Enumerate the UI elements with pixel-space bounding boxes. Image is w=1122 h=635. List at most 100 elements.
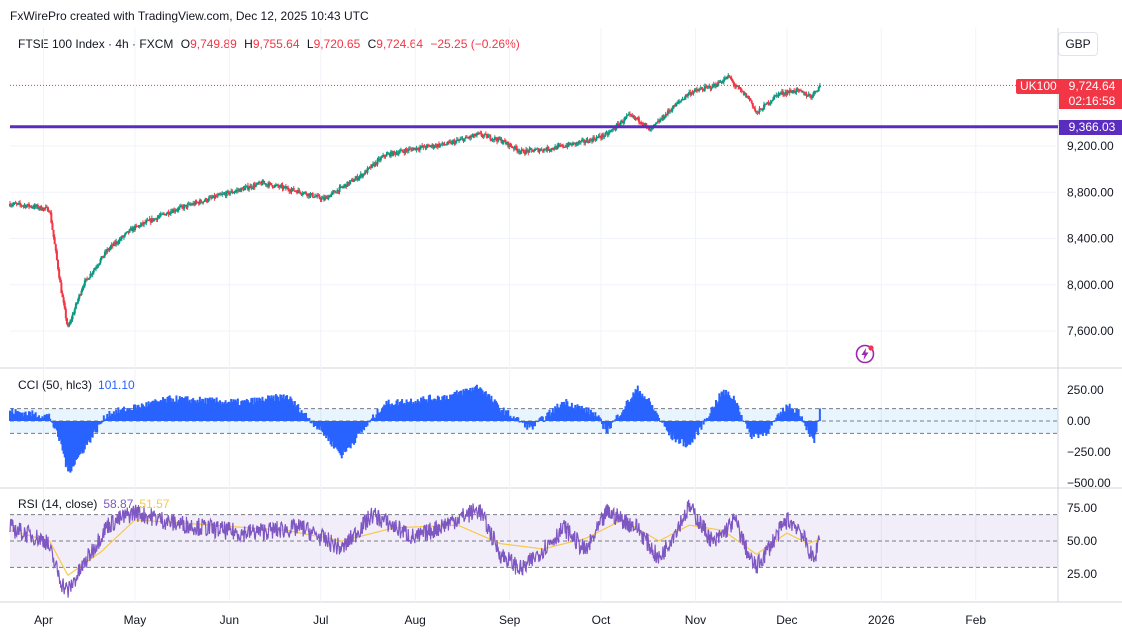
cci-bar [88, 421, 91, 442]
rsi-label[interactable]: RSI (14, close) [18, 497, 98, 511]
cci-bar [241, 400, 244, 421]
cci-bar [812, 421, 815, 439]
candle-body [766, 102, 769, 105]
cci-bar [585, 407, 588, 421]
candle-body [687, 93, 690, 97]
candle-body [441, 142, 444, 145]
cci-bar [759, 421, 762, 435]
cci-bar [630, 398, 633, 421]
candle-body [172, 209, 175, 213]
cci-bar [738, 411, 741, 421]
candle-body [289, 191, 292, 193]
candle-body [792, 90, 795, 93]
cci-bar [741, 420, 744, 422]
cci-bar [723, 394, 726, 421]
cci-bar [391, 403, 394, 421]
candle-body [498, 137, 501, 140]
candle-body [680, 100, 683, 102]
cci-bar [421, 398, 424, 421]
close-value: 9,724.64 [376, 37, 424, 51]
cci-bar [58, 421, 61, 441]
currency-button[interactable]: GBP [1058, 32, 1098, 56]
cci-bar [423, 398, 426, 421]
candle-body [98, 263, 101, 265]
candle-body [673, 105, 676, 107]
candle-body [125, 232, 128, 234]
candle-body [563, 146, 566, 148]
candle-body [34, 205, 37, 207]
cci-bar [446, 399, 449, 421]
flash-icon[interactable] [855, 344, 875, 364]
cci-bar [155, 400, 158, 421]
cci-bar [564, 404, 567, 421]
candle-body [358, 176, 361, 179]
cci-bar [631, 397, 634, 421]
cci-bar [332, 421, 335, 449]
candle-body [130, 228, 133, 232]
cci-bar [469, 387, 472, 421]
cci-label[interactable]: CCI (50, hlc3) [18, 378, 93, 392]
cci-bar [197, 402, 200, 421]
candle-body [201, 202, 204, 204]
cci-bar [526, 421, 529, 430]
candle-body [599, 137, 602, 139]
cci-bar [165, 402, 168, 421]
cci-bar [32, 414, 35, 421]
candle-body [287, 187, 290, 190]
candle-body [488, 135, 491, 137]
candle-body [207, 197, 210, 201]
candle-body [167, 211, 170, 215]
candle-body [798, 89, 801, 91]
cci-bar [491, 401, 494, 421]
candle-body [678, 101, 681, 103]
candle-body [392, 151, 395, 156]
candle-body [761, 109, 764, 111]
cci-bar [120, 409, 123, 421]
candle-body [388, 153, 391, 157]
candle-body [305, 192, 308, 195]
cci-bar [392, 405, 395, 421]
cci-bar [182, 398, 185, 421]
candle-body [585, 139, 588, 143]
cci-bar [547, 412, 550, 421]
cci-bar [441, 396, 444, 421]
candle-body [194, 201, 197, 205]
candle-body [213, 195, 216, 199]
cci-bar [179, 398, 182, 421]
candle-body [396, 152, 399, 155]
cci-bar [312, 421, 315, 427]
cci-bar [122, 406, 125, 421]
candle-body [164, 213, 167, 216]
candle-body [502, 140, 505, 143]
candle-body [417, 149, 420, 151]
candle-body [455, 139, 458, 142]
candle-body [45, 207, 48, 209]
cci-bar [30, 416, 33, 421]
candle-body [185, 204, 188, 208]
candle-body [317, 195, 320, 197]
time-tick-label: May [124, 613, 147, 627]
cci-bar [200, 401, 203, 421]
cci-bar [754, 421, 757, 434]
cci-bar [414, 400, 417, 421]
cci-bar [511, 418, 514, 421]
candle-body [386, 153, 389, 155]
candle-body [426, 145, 429, 147]
cci-bar [681, 421, 684, 440]
candle-body [93, 268, 96, 270]
candle-body [731, 80, 734, 83]
candle-body [193, 203, 196, 205]
candle-body [662, 115, 665, 119]
candle-body [799, 89, 802, 91]
cci-bar [198, 396, 201, 421]
cci-bar [519, 421, 522, 423]
cci-bar [775, 417, 778, 421]
cci-bar [620, 415, 623, 421]
candle-body [116, 241, 119, 244]
cci-bar [427, 395, 430, 421]
cci-bar [210, 399, 213, 421]
candle-body [248, 188, 251, 190]
cci-bar [609, 421, 612, 429]
candle-body [198, 200, 201, 204]
